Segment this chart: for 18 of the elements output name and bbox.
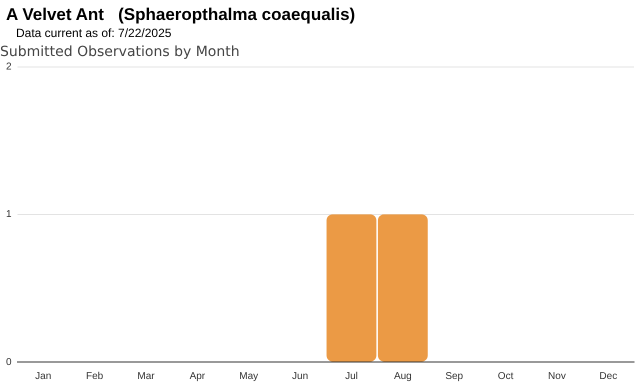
x-tick-label: Nov (548, 370, 566, 382)
x-tick-label: Sep (445, 370, 464, 382)
x-tick-label: Jan (35, 370, 52, 382)
chart-subtitle: Data current as of: 7/22/2025 (16, 26, 172, 40)
y-tick-label: 0 (6, 356, 12, 368)
chart-title: A Velvet Ant (Sphaeropthalma coaequalis) (6, 5, 356, 25)
x-tick-label: Aug (394, 370, 412, 382)
y-tick-label: 1 (6, 209, 12, 220)
x-tick-label: Dec (599, 370, 618, 382)
x-tick-label: Jun (292, 370, 308, 382)
x-tick-label: May (239, 370, 258, 382)
x-tick-label: Mar (137, 370, 156, 382)
x-tick-label: Apr (190, 370, 206, 382)
x-tick-label: Jul (345, 370, 358, 382)
text: Submitted Observations by Month (0, 44, 240, 60)
x-tick-label: Feb (86, 370, 104, 382)
x-tick-label: Oct (498, 370, 514, 382)
y-tick-label: 2 (6, 62, 12, 73)
